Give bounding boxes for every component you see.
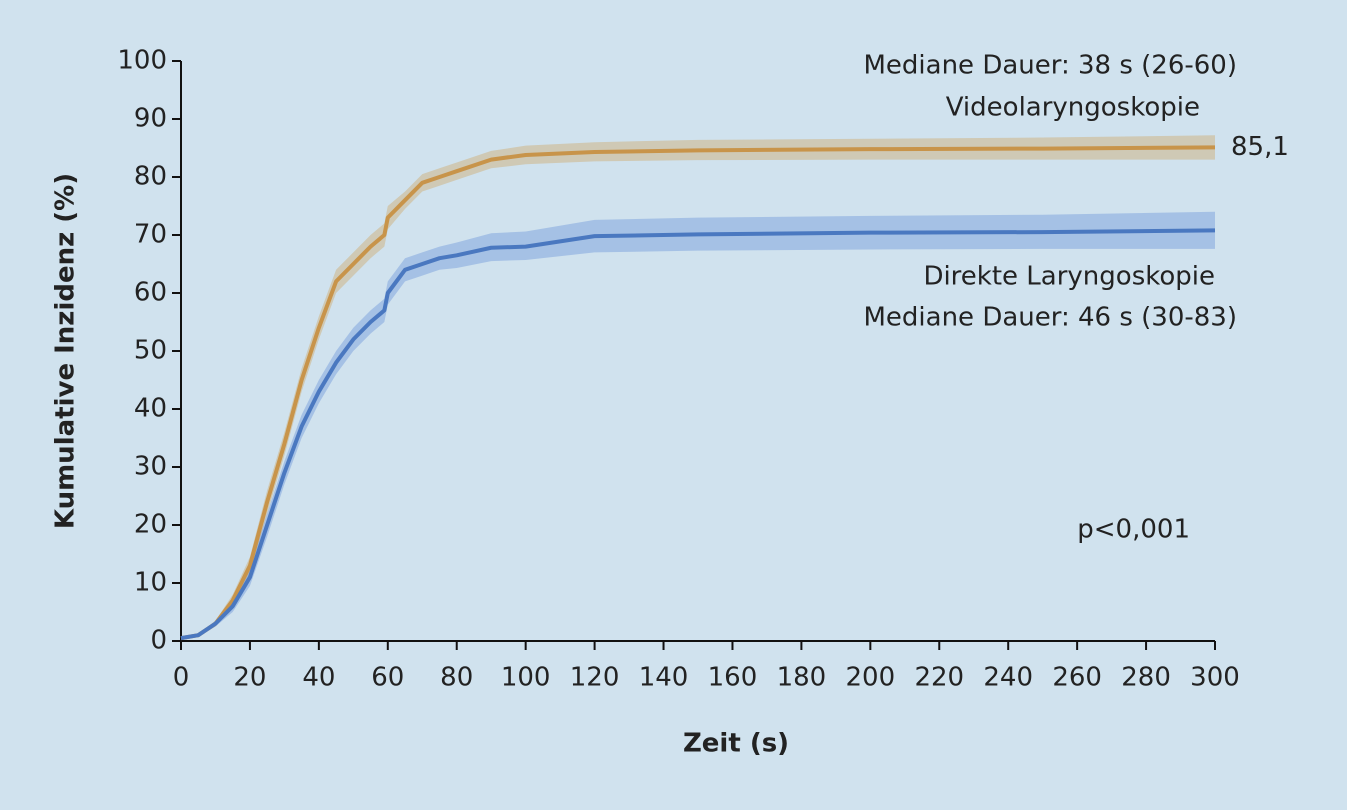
end-label: 85,1: [1231, 132, 1289, 162]
annotation: Mediane Dauer: 46 s (30-83): [863, 303, 1237, 333]
annotation: Direkte Laryngoskopie: [923, 262, 1215, 292]
x-tick-label: 60: [371, 663, 404, 693]
x-axis-label: Zeit (s): [683, 729, 789, 759]
x-tick-label: 160: [708, 663, 758, 693]
y-tick-label: 80: [134, 162, 167, 192]
y-tick-label: 0: [150, 626, 167, 656]
y-tick-label: 90: [134, 104, 167, 134]
y-tick-label: 40: [134, 394, 167, 424]
y-tick-label: 10: [134, 568, 167, 598]
y-tick-label: 30: [134, 452, 167, 482]
x-tick-label: 100: [501, 663, 551, 693]
x-tick-label: 260: [1052, 663, 1102, 693]
line: [180, 228, 1216, 641]
x-tick-label: 280: [1121, 663, 1171, 693]
y-tick-label: 100: [117, 46, 167, 76]
y-tick-label: 20: [134, 510, 167, 540]
x-tick-label: 200: [846, 663, 896, 693]
y-axis-label: Kumulative Inzidenz (%): [51, 173, 81, 529]
annotation: p<0,001: [1077, 515, 1190, 545]
x-tick-label: 20: [233, 663, 266, 693]
x-tick-label: 40: [302, 663, 335, 693]
x-tick-label: 120: [570, 663, 620, 693]
x-tick-label: 180: [777, 663, 827, 693]
x-tick-label: 240: [983, 663, 1033, 693]
x-tick-label: 0: [173, 663, 190, 693]
y-tick-label: 50: [134, 336, 167, 366]
annotation: Mediane Dauer: 38 s (26-60): [863, 51, 1237, 81]
y-tick-label: 60: [134, 278, 167, 308]
x-tick-label: 80: [440, 663, 473, 693]
x-tick-label: 300: [1190, 663, 1240, 693]
y-tick-label: 70: [134, 220, 167, 250]
line: [180, 145, 1216, 641]
x-tick-label: 140: [639, 663, 689, 693]
x-tick-label: 220: [914, 663, 964, 693]
annotation: Videolaryngoskopie: [946, 93, 1200, 123]
